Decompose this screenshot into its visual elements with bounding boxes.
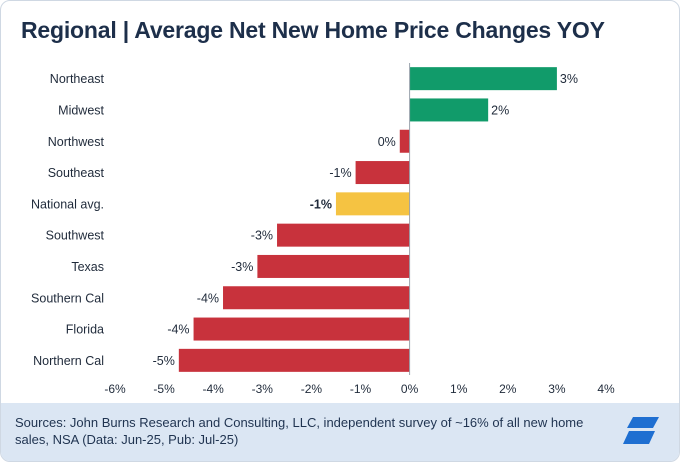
bar-chart: Northeast 3% Midwest 2% Northwest 0% Southeast… bbox=[31, 63, 615, 396]
category-label: National avg. bbox=[31, 197, 104, 211]
data-label: -1% bbox=[329, 166, 351, 180]
x-tick-label: -6% bbox=[104, 382, 126, 396]
bar-southeast bbox=[355, 161, 410, 185]
bar-southwest bbox=[277, 223, 410, 247]
category-label: Northeast bbox=[50, 72, 105, 86]
x-tick-label: 2% bbox=[499, 382, 517, 396]
bar-midwest bbox=[409, 98, 489, 122]
x-tick-label: 3% bbox=[548, 382, 566, 396]
category-label: Texas bbox=[71, 260, 104, 274]
data-label: -1% bbox=[310, 197, 332, 211]
category-label: Southeast bbox=[48, 166, 105, 180]
bar-southern-cal bbox=[223, 286, 410, 310]
data-label: 0% bbox=[378, 135, 396, 149]
x-tick-label: -4% bbox=[203, 382, 225, 396]
x-tick-label: -2% bbox=[301, 382, 323, 396]
chart-title: Regional | Average Net New Home Price Ch… bbox=[21, 17, 605, 43]
data-label: -5% bbox=[153, 354, 175, 368]
x-tick-label: 4% bbox=[597, 382, 615, 396]
category-label: Midwest bbox=[58, 103, 104, 117]
data-label: -4% bbox=[167, 323, 189, 337]
category-label: Southwest bbox=[46, 229, 105, 243]
category-label: Northwest bbox=[48, 135, 105, 149]
data-label: -3% bbox=[251, 229, 273, 243]
x-tick-label: -3% bbox=[252, 382, 274, 396]
data-label: -4% bbox=[197, 291, 219, 305]
category-label: Florida bbox=[66, 323, 104, 337]
company-logo-icon bbox=[621, 416, 661, 451]
x-tick-label: -5% bbox=[153, 382, 175, 396]
data-label: -3% bbox=[231, 260, 253, 274]
source-note: Sources: John Burns Research and Consult… bbox=[15, 415, 584, 447]
footer: Sources: John Burns Research and Consult… bbox=[1, 403, 679, 461]
bar-northwest bbox=[399, 129, 410, 153]
bar-texas bbox=[257, 254, 410, 278]
bar-florida bbox=[193, 317, 410, 341]
category-label: Northern Cal bbox=[33, 354, 104, 368]
x-tick-label: -1% bbox=[350, 382, 372, 396]
bar-northern-cal bbox=[178, 348, 410, 372]
data-label: 3% bbox=[560, 72, 578, 86]
x-tick-label: 1% bbox=[450, 382, 468, 396]
bar-northeast bbox=[409, 67, 557, 91]
data-label: 2% bbox=[491, 103, 509, 117]
category-label: Southern Cal bbox=[31, 291, 104, 305]
x-tick-label: 0% bbox=[401, 382, 419, 396]
bar-national-avg- bbox=[335, 192, 410, 216]
